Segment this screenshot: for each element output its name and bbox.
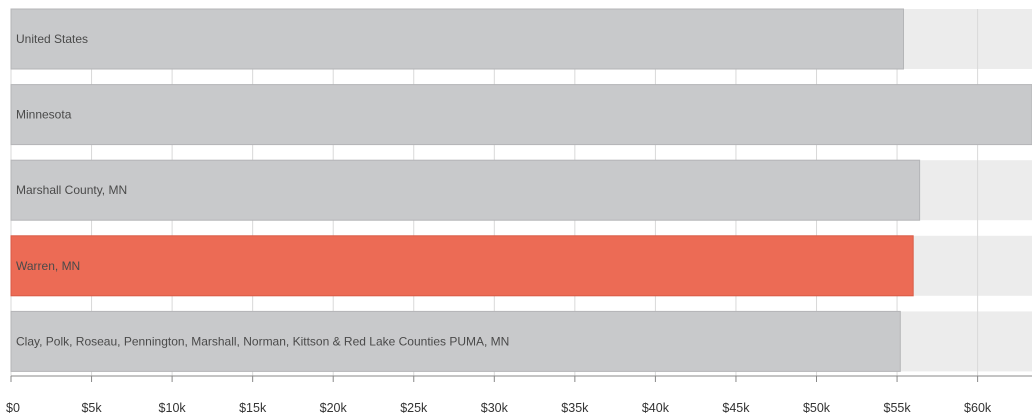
bar-label: United States bbox=[16, 32, 88, 46]
x-axis: $0 $5k $10k $15k $20k $25k $30k $35k $40k $45k $50… bbox=[6, 375, 1032, 415]
bar-highlighted bbox=[10, 235, 914, 297]
x-tick-label: $50k bbox=[803, 401, 831, 415]
bars bbox=[10, 8, 1032, 372]
bar bbox=[10, 84, 1032, 146]
bar-label: Warren, MN bbox=[16, 259, 80, 273]
x-tick-label: $5k bbox=[81, 401, 102, 415]
bar-label: Minnesota bbox=[16, 108, 72, 122]
bar-label: Marshall County, MN bbox=[16, 183, 127, 197]
bar-label: Clay, Polk, Roseau, Pennington, Marshall… bbox=[16, 334, 509, 348]
x-tick-label: $45k bbox=[722, 401, 750, 415]
x-tick-label: $10k bbox=[159, 401, 187, 415]
x-tick-label: $30k bbox=[481, 401, 509, 415]
x-tick-label: $60k bbox=[964, 401, 992, 415]
x-tick-label: $55k bbox=[884, 401, 912, 415]
bar-labels: United States Minnesota Marshall County, M… bbox=[16, 32, 509, 348]
bar bbox=[10, 159, 921, 221]
x-tick-label: $25k bbox=[400, 401, 428, 415]
x-tick-label: $35k bbox=[561, 401, 589, 415]
x-tick-label: $0 bbox=[6, 401, 20, 415]
x-tick-label: $40k bbox=[642, 401, 670, 415]
x-tick-label: $15k bbox=[239, 401, 267, 415]
bar bbox=[10, 8, 905, 70]
bar bbox=[10, 310, 901, 372]
x-tick-label: $20k bbox=[320, 401, 348, 415]
